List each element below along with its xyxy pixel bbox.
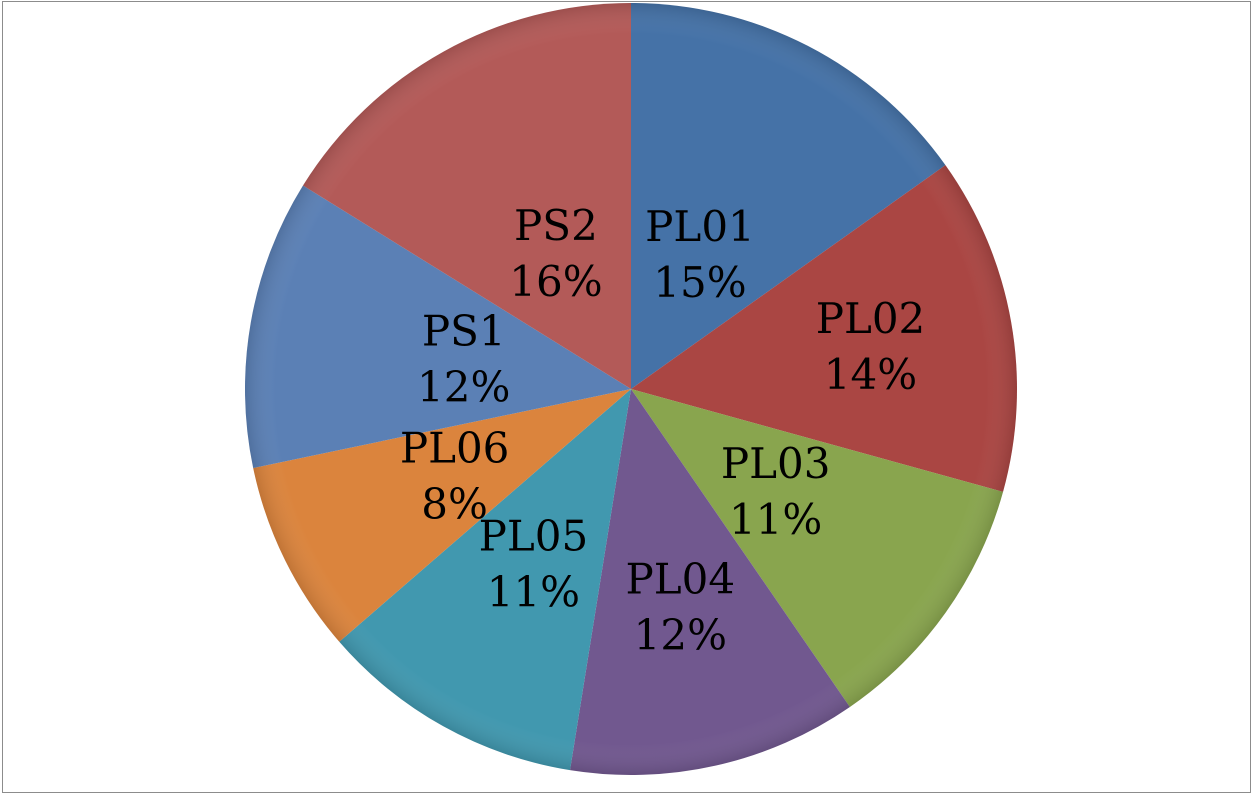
slice-percent-label: 11% bbox=[729, 495, 822, 544]
slice-percent-label: 12% bbox=[417, 363, 510, 412]
slice-category-label: PS2 bbox=[514, 201, 598, 250]
slice-label-pl05: PL05 11% bbox=[479, 511, 589, 616]
slice-label-pl03: PL03 11% bbox=[721, 439, 831, 544]
slice-label-pl01: PL01 15% bbox=[645, 202, 755, 307]
slice-label-pl04: PL04 12% bbox=[626, 554, 736, 659]
slice-percent-label: 8% bbox=[421, 479, 488, 528]
slice-category-label: PL02 bbox=[816, 294, 926, 343]
slice-category-label: PL06 bbox=[400, 423, 510, 472]
slice-category-label: PL03 bbox=[721, 439, 831, 488]
slice-percent-label: 11% bbox=[487, 567, 580, 616]
slice-category-label: PS1 bbox=[422, 307, 506, 356]
slice-percent-label: 15% bbox=[653, 258, 746, 307]
slice-percent-label: 16% bbox=[509, 257, 602, 306]
slice-category-label: PL05 bbox=[479, 511, 589, 560]
slice-label-ps2: PS2 16% bbox=[509, 201, 602, 306]
slice-percent-label: 12% bbox=[634, 610, 727, 659]
pie-edge-shading bbox=[245, 3, 1017, 775]
slice-label-pl06: PL06 8% bbox=[400, 423, 510, 528]
pie-slices bbox=[245, 3, 1018, 775]
slice-category-label: PL04 bbox=[626, 554, 736, 603]
slice-label-pl02: PL02 14% bbox=[816, 294, 926, 399]
slice-label-ps1: PS1 12% bbox=[417, 307, 510, 412]
slice-percent-label: 14% bbox=[824, 350, 917, 399]
slice-category-label: PL01 bbox=[645, 202, 755, 251]
pie-labels: PL01 15% PL02 14% PL03 11% PL04 12% PL05 11% PL06 8… bbox=[400, 201, 925, 659]
